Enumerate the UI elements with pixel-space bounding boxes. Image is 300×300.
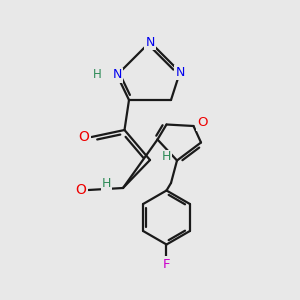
Text: N: N — [112, 68, 122, 82]
Text: H: H — [102, 177, 111, 190]
Text: O: O — [76, 183, 86, 197]
Text: N: N — [175, 65, 185, 79]
Text: O: O — [79, 130, 89, 144]
Text: H: H — [162, 151, 171, 164]
Text: H: H — [93, 68, 102, 82]
Text: N: N — [145, 35, 155, 49]
Text: F: F — [163, 257, 170, 271]
Text: O: O — [197, 116, 208, 130]
